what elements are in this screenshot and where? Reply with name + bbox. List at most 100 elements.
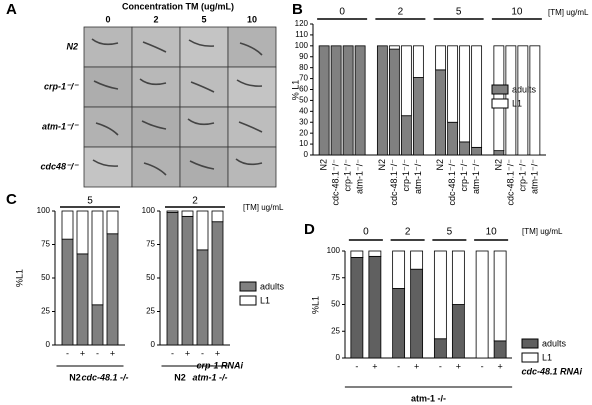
y-tick-label: 75	[331, 273, 340, 282]
bar-segment	[350, 250, 364, 258]
genotype-label: N2	[174, 372, 186, 382]
bar-segment	[318, 45, 330, 156]
genotype-label: N2	[69, 372, 81, 382]
y-tick-label: 80	[299, 63, 308, 72]
y-tick-label: 50	[331, 300, 340, 309]
y-tick-label: 0	[46, 340, 51, 349]
worm	[189, 160, 215, 170]
x-tick-label: -	[397, 361, 400, 371]
worm	[91, 38, 119, 46]
y-tick-label: 0	[151, 340, 156, 349]
rnai-label: cdc-48.1 RNAi	[521, 366, 582, 376]
bar-segment	[475, 250, 489, 359]
group-label: 10	[511, 7, 523, 18]
y-tick-label: 60	[299, 85, 308, 94]
row-label: cdc48⁻/⁻	[40, 161, 79, 171]
y-tick-label: 50	[146, 273, 155, 282]
bar-segment	[181, 210, 194, 217]
bar-segment	[211, 210, 224, 223]
x-tick-label: crp-1⁻/⁻	[459, 159, 469, 192]
y-tick-label: 110	[295, 30, 308, 39]
x-tick-label: atm-1⁻/⁻	[471, 159, 481, 194]
y-tick-label: 100	[142, 206, 156, 215]
y-tick-label: 40	[299, 106, 308, 115]
x-tick-label: atm-1⁻/⁻	[413, 159, 423, 194]
photo-cell	[227, 146, 277, 188]
worm	[143, 162, 167, 176]
bar-segment	[211, 221, 224, 346]
panel-label: A	[6, 1, 17, 18]
bar-segment	[412, 45, 424, 78]
bar-segment	[354, 45, 366, 156]
y-tick-label: 75	[146, 240, 155, 249]
bar-segment	[493, 250, 507, 342]
worm	[141, 120, 167, 130]
y-axis-label: %L1	[310, 296, 320, 314]
worm	[93, 80, 119, 90]
y-tick-label: 25	[146, 307, 155, 316]
bar-segment	[433, 250, 447, 340]
bar-segment	[471, 146, 483, 156]
group-label: 5	[447, 227, 453, 238]
x-tick-label: -	[481, 361, 484, 371]
x-tick-label: +	[80, 348, 85, 358]
y-tick-label: 25	[41, 307, 50, 316]
genotype-label: atm-1 -/-	[192, 372, 227, 382]
legend-label: adults	[260, 281, 285, 291]
legend-label: L1	[260, 295, 270, 305]
group-label: 2	[398, 7, 404, 18]
bar-segment	[493, 340, 507, 359]
group-label: 2	[192, 196, 198, 207]
bar-segment	[529, 45, 541, 156]
legend-label: L1	[542, 352, 552, 362]
column-label: 5	[201, 14, 206, 24]
legend-swatch	[521, 352, 539, 363]
x-tick-label: cdc-48.1⁻/⁻	[447, 159, 457, 206]
column-label: 2	[153, 14, 158, 24]
bar-segment	[61, 210, 74, 240]
unit-label: [TM] ug/mL	[243, 203, 284, 212]
bar-segment	[400, 115, 412, 156]
y-tick-label: 0	[336, 353, 341, 362]
bar-segment	[493, 45, 505, 152]
genotype-label: atm-1 -/-	[411, 393, 446, 403]
bar-segment	[517, 45, 529, 156]
legend-swatch	[239, 281, 257, 292]
worm	[142, 41, 167, 53]
y-tick-label: 25	[331, 326, 340, 335]
bar-segment	[106, 210, 119, 235]
y-tick-label: 0	[304, 150, 309, 159]
panel-label: D	[304, 221, 315, 238]
bar-segment	[410, 250, 424, 270]
column-label: 10	[247, 14, 257, 24]
legend-swatch	[521, 338, 539, 349]
worm	[235, 158, 263, 166]
legend-swatch	[491, 84, 509, 95]
legend-label: L1	[512, 98, 522, 108]
y-tick-label: 100	[295, 41, 309, 50]
bar-segment	[459, 141, 471, 156]
bar-segment	[493, 150, 505, 156]
bar-segment	[435, 69, 447, 156]
photo-cell	[179, 106, 229, 148]
bar-segment	[91, 304, 104, 346]
legend-label: adults	[512, 84, 537, 94]
worm	[92, 159, 119, 167]
bar-segment	[166, 210, 179, 213]
x-tick-label: cdc-48.1⁻/⁻	[389, 159, 399, 206]
legend-swatch	[491, 98, 509, 109]
x-tick-label: -	[439, 361, 442, 371]
x-tick-label: -	[66, 348, 69, 358]
group-label: 0	[363, 227, 369, 238]
bar-segment	[447, 45, 459, 123]
x-tick-label: N2	[493, 159, 503, 171]
worm	[139, 78, 167, 86]
y-tick-label: 100	[37, 206, 51, 215]
bar-segment	[447, 121, 459, 156]
bar-segment	[106, 233, 119, 346]
bar-segment	[433, 338, 447, 359]
legend-swatch	[239, 295, 257, 306]
x-tick-label: -	[171, 348, 174, 358]
bar-segment	[196, 249, 209, 346]
y-tick-label: 50	[41, 273, 50, 282]
